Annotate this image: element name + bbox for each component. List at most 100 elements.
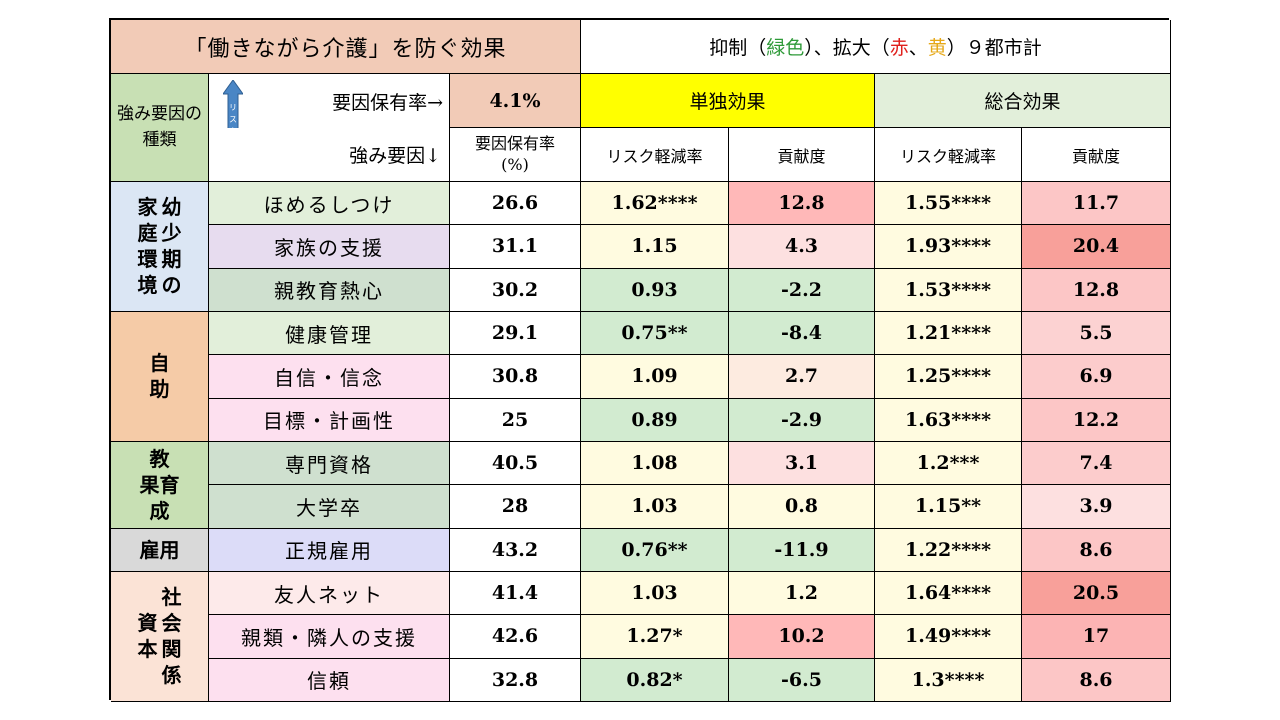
category-header: 強み要因の種類 xyxy=(111,74,209,182)
single-risk-cell: 1.03 xyxy=(581,485,729,529)
rate-cell: 29.1 xyxy=(450,311,581,356)
total-contrib-cell: 11.7 xyxy=(1022,182,1171,226)
factor-rate-arrow-text: 要因保有率→ xyxy=(332,91,443,114)
factor-cell: 自信・信念 xyxy=(209,355,450,399)
factor-rate-unit: (%) xyxy=(501,154,529,174)
single-risk-cell: 1.27* xyxy=(581,615,729,659)
total-risk-cell: 1.64**** xyxy=(875,571,1022,616)
svg-text:ク: ク xyxy=(229,127,237,128)
factor-rate-label: 要因保有率 xyxy=(474,133,555,153)
total-risk-header: リスク軽減率 xyxy=(875,128,1022,182)
rate-cell: 41.4 xyxy=(450,571,581,616)
total-risk-cell: 1.63**** xyxy=(875,398,1022,442)
single-risk-header: リスク軽減率 xyxy=(581,128,729,182)
svg-text:リ: リ xyxy=(229,103,237,112)
factor-cell: 友人ネット xyxy=(209,571,450,616)
total-risk-cell: 1.3**** xyxy=(875,658,1022,702)
single-risk-cell: 1.62**** xyxy=(581,182,729,226)
single-contrib-cell: 0.8 xyxy=(729,485,875,529)
rate-cell: 40.5 xyxy=(450,441,581,486)
rate-cell: 30.8 xyxy=(450,355,581,399)
single-effect-header: 単独効果 xyxy=(581,74,875,128)
single-contrib-cell: 1.2 xyxy=(729,571,875,616)
total-contrib-cell: 8.6 xyxy=(1022,528,1171,572)
factor-cell: 正規雇用 xyxy=(209,528,450,572)
total-contrib-cell: 17 xyxy=(1022,615,1171,659)
svg-text:ス: ス xyxy=(229,115,237,124)
total-contrib-cell: 5.5 xyxy=(1022,311,1171,356)
total-risk-cell: 1.21**** xyxy=(875,311,1022,356)
single-contrib-cell: -2.9 xyxy=(729,398,875,442)
total-contrib-cell: 7.4 xyxy=(1022,441,1171,486)
total-contrib-cell: 20.5 xyxy=(1022,571,1171,616)
single-risk-cell: 1.03 xyxy=(581,571,729,616)
single-contrib-header: 貢献度 xyxy=(729,128,875,182)
rate-cell: 42.6 xyxy=(450,615,581,659)
total-risk-cell: 1.22**** xyxy=(875,528,1022,572)
factor-cell: 信頼 xyxy=(209,658,450,702)
factor-rate-arrow-label: リ ス ク 軽 減 要因保有率→ xyxy=(209,74,450,128)
single-contrib-cell: 3.1 xyxy=(729,441,875,486)
rate-cell: 30.2 xyxy=(450,268,581,312)
single-contrib-cell: -6.5 xyxy=(729,658,875,702)
effect-table: 「働きながら介護」を防ぐ効果 抑制（ 緑色 ）、拡大（ 赤 、 黄 ）９都市計 … xyxy=(109,18,1171,702)
rate-cell: 31.1 xyxy=(450,225,581,269)
single-contrib-cell: 2.7 xyxy=(729,355,875,399)
factor-cell: 親類・隣人の支援 xyxy=(209,615,450,659)
single-contrib-cell: -11.9 xyxy=(729,528,875,572)
rate-cell: 43.2 xyxy=(450,528,581,572)
total-risk-cell: 1.15** xyxy=(875,485,1022,529)
single-risk-cell: 0.76** xyxy=(581,528,729,572)
factor-cell: 専門資格 xyxy=(209,441,450,486)
single-risk-cell: 1.15 xyxy=(581,225,729,269)
total-contrib-cell: 12.8 xyxy=(1022,268,1171,312)
factor-cell: 親教育熱心 xyxy=(209,268,450,312)
rate-cell: 32.8 xyxy=(450,658,581,702)
category-self-help: 自 助 xyxy=(111,311,209,442)
single-risk-cell: 0.93 xyxy=(581,268,729,312)
category-education: 教 果育 成 xyxy=(111,441,209,529)
single-contrib-cell: -2.2 xyxy=(729,268,875,312)
legend-green: 緑色 xyxy=(766,37,805,59)
total-risk-cell: 1.93**** xyxy=(875,225,1022,269)
table-title: 「働きながら介護」を防ぐ効果 xyxy=(111,20,581,74)
legend-prefix: 抑制（ xyxy=(709,37,767,59)
legend-suffix: ）９都市計 xyxy=(946,37,1042,59)
total-risk-cell: 1.25**** xyxy=(875,355,1022,399)
factor-cell: ほめるしつけ xyxy=(209,182,450,226)
legend-red: 赤 xyxy=(889,37,909,59)
total-contrib-cell: 12.2 xyxy=(1022,398,1171,442)
legend-yellow: 黄 xyxy=(927,37,947,59)
total-risk-cell: 1.2*** xyxy=(875,441,1022,486)
factor-cell: 目標・計画性 xyxy=(209,398,450,442)
factor-rate-header: 要因保有率 (%) xyxy=(450,128,581,182)
single-risk-cell: 0.89 xyxy=(581,398,729,442)
total-risk-cell: 1.49**** xyxy=(875,615,1022,659)
factor-cell: 大学卒 xyxy=(209,485,450,529)
category-employment: 雇用 xyxy=(111,528,209,572)
total-contrib-header: 貢献度 xyxy=(1022,128,1171,182)
legend-sep: 、 xyxy=(908,37,928,59)
total-risk-cell: 1.53**** xyxy=(875,268,1022,312)
single-risk-cell: 1.09 xyxy=(581,355,729,399)
single-risk-cell: 0.75** xyxy=(581,311,729,356)
total-contrib-cell: 20.4 xyxy=(1022,225,1171,269)
rate-cell: 26.6 xyxy=(450,182,581,226)
factor-cell: 健康管理 xyxy=(209,311,450,356)
category-family-environment: 家庭環境 幼少期の xyxy=(111,182,209,312)
strength-factor-header: 強み要因↓ xyxy=(209,128,450,182)
risk-reduction-arrow-icon: リ ス ク 軽 減 xyxy=(223,80,243,128)
single-risk-cell: 0.82* xyxy=(581,658,729,702)
legend-mid: ）、拡大（ xyxy=(804,37,890,59)
single-contrib-cell: -8.4 xyxy=(729,311,875,356)
factor-cell: 家族の支援 xyxy=(209,225,450,269)
total-contrib-cell: 3.9 xyxy=(1022,485,1171,529)
total-contrib-cell: 8.6 xyxy=(1022,658,1171,702)
total-risk-cell: 1.55**** xyxy=(875,182,1022,226)
single-contrib-cell: 4.3 xyxy=(729,225,875,269)
legend: 抑制（ 緑色 ）、拡大（ 赤 、 黄 ）９都市計 xyxy=(581,20,1171,74)
total-effect-header: 総合効果 xyxy=(875,74,1171,128)
rate-cell: 25 xyxy=(450,398,581,442)
total-contrib-cell: 6.9 xyxy=(1022,355,1171,399)
rate-cell: 28 xyxy=(450,485,581,529)
